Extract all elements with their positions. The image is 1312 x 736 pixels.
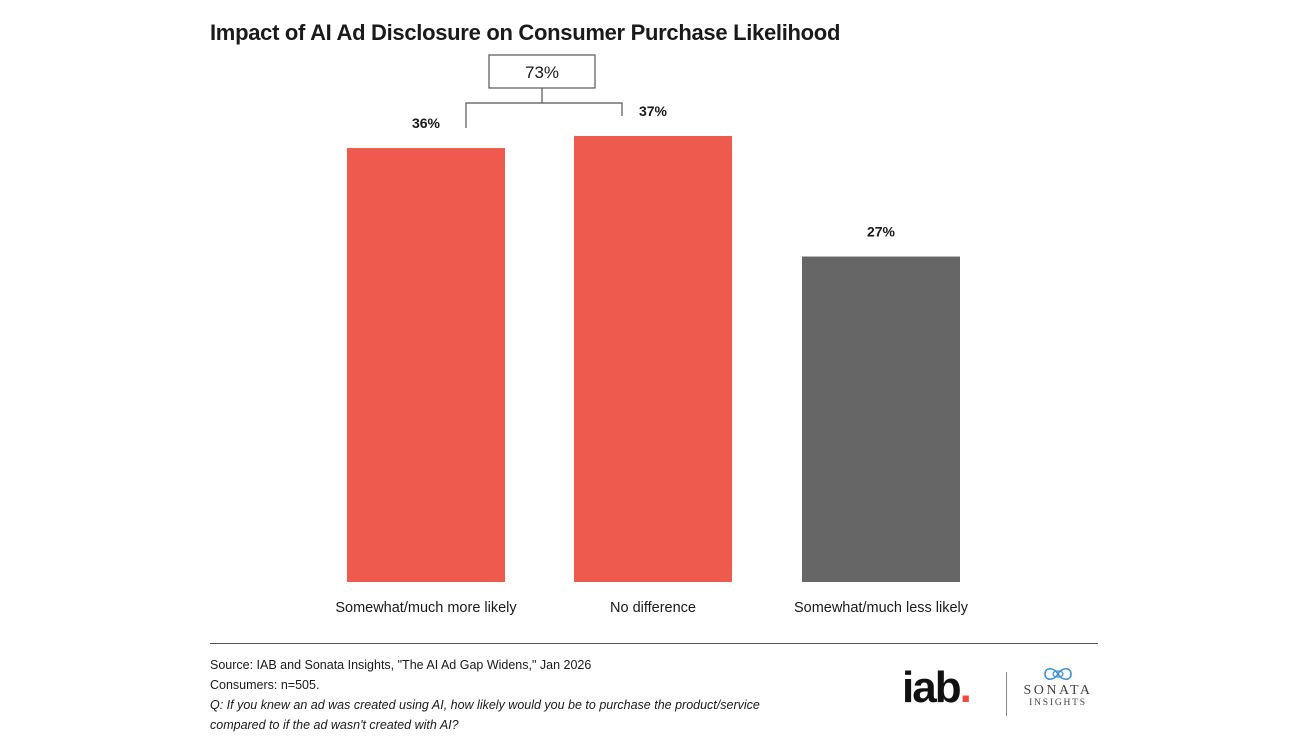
- question-line-2: compared to if the ad wasn't created wit…: [210, 718, 459, 732]
- value-label-3: 27%: [867, 224, 896, 240]
- logos: iab. SONATA INSIGHTS: [902, 664, 1102, 720]
- bracket-label-box: [488, 54, 596, 89]
- category-label-2: No difference: [610, 600, 696, 616]
- sonata-insights-logo: SONATA INSIGHTS: [1016, 666, 1100, 720]
- value-labels: 36% 37% 27%: [412, 103, 896, 240]
- bar-1: [347, 148, 505, 582]
- footer-divider: [210, 643, 1098, 644]
- category-label-3: Somewhat/much less likely: [794, 600, 969, 616]
- bar-2: [574, 136, 732, 582]
- iab-logo: iab.: [902, 663, 972, 712]
- bracket-label: 73%: [525, 63, 559, 82]
- sonata-infinity-icon: [1044, 667, 1072, 681]
- bar-3: [802, 256, 960, 582]
- logo-separator: [1006, 672, 1007, 716]
- iab-logo-dot: .: [959, 663, 972, 712]
- iab-logo-text: iab: [902, 663, 962, 712]
- footer-notes: Source: IAB and Sonata Insights, "The AI…: [210, 655, 760, 735]
- value-label-2: 37%: [639, 103, 668, 119]
- bracket-line: [465, 102, 623, 129]
- sample-note: Consumers: n=505.: [210, 678, 320, 692]
- source-note: Source: IAB and Sonata Insights, "The AI…: [210, 658, 592, 672]
- bars: [347, 136, 960, 582]
- category-label-1: Somewhat/much more likely: [335, 600, 517, 616]
- value-label-1: 36%: [412, 115, 441, 131]
- bar-chart: 73% 36% 37% 27% Somewhat/much more likely N…: [335, 54, 969, 616]
- question-line-1: Q: If you knew an ad was created using A…: [210, 698, 760, 712]
- category-labels: Somewhat/much more likely No difference So…: [335, 600, 968, 616]
- chart-title: Impact of AI Ad Disclosure on Consumer P…: [210, 20, 841, 45]
- sonata-logo-sub: INSIGHTS: [1029, 698, 1087, 708]
- bracket-annotation: 73%: [465, 54, 623, 129]
- sonata-logo-name: SONATA: [1023, 683, 1093, 698]
